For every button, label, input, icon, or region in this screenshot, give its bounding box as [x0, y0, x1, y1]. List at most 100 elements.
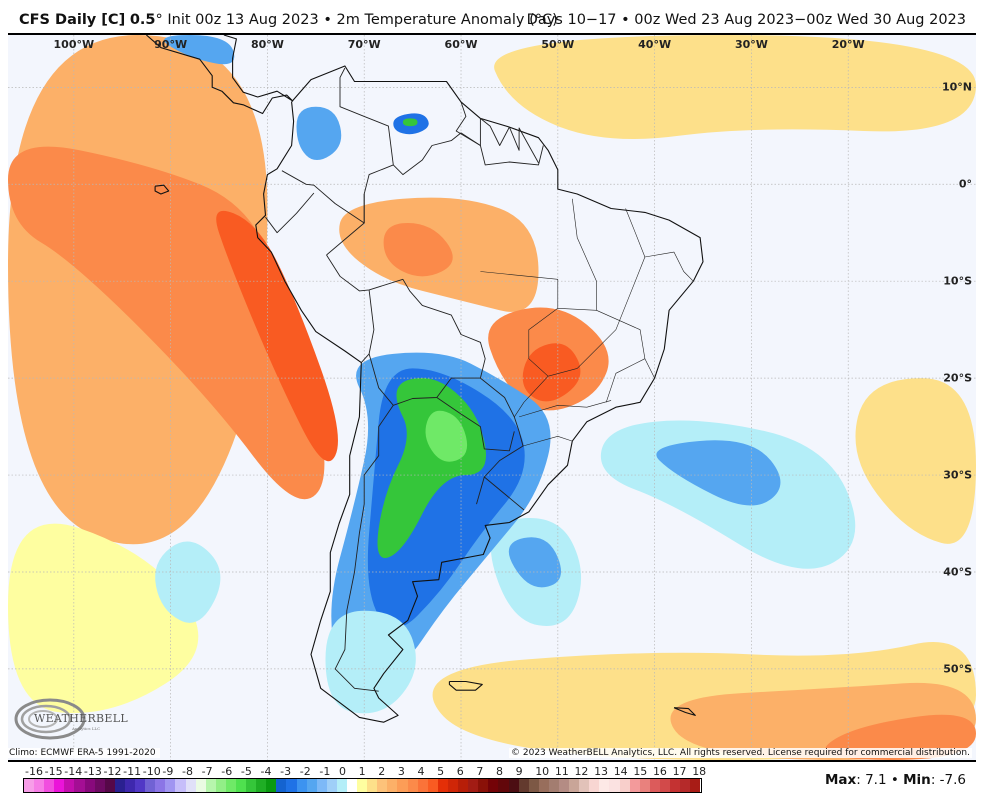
border-brazil-states-7	[522, 436, 573, 447]
legend-tick-label: -6	[221, 765, 233, 778]
graticule	[8, 35, 976, 760]
legend-swatch	[316, 779, 327, 792]
legend-swatch	[609, 779, 620, 792]
legend-swatch	[659, 779, 670, 792]
legend-tick-label: -2	[299, 765, 311, 778]
legend-swatch	[54, 779, 65, 792]
anomaly-region-chaco-core-green	[425, 410, 468, 462]
legend-swatch	[458, 779, 469, 792]
legend-colorbar	[23, 778, 702, 793]
legend-tick-label: 6	[456, 765, 464, 778]
legend-swatch	[286, 779, 297, 792]
legend-tick-label: 7	[476, 765, 484, 778]
latitude-label: 10°S	[943, 274, 972, 288]
legend-swatch	[225, 779, 236, 792]
legend-swatch	[417, 779, 428, 792]
weatherbell-logo: WEATHERBELL Analytics LLC	[12, 695, 128, 741]
legend-swatch	[266, 779, 277, 792]
legend-swatch	[306, 779, 317, 792]
stats-separator: •	[890, 772, 899, 788]
border-brazil-states-3	[596, 310, 655, 379]
legend-tick-label: 14	[613, 765, 628, 778]
legend-swatch	[235, 779, 247, 792]
climo-credit: Climo: ECMWF ERA-5 1991-2020	[8, 748, 160, 758]
legend-swatch	[336, 779, 347, 792]
max-label: Max	[824, 772, 857, 788]
legend-swatch	[215, 779, 226, 792]
title-left: CFS Daily [C] 0.5° Init 00z 13 Aug 2023 …	[19, 12, 558, 28]
legend-swatch	[195, 779, 206, 792]
anomaly-region-brazil-central-hot	[522, 343, 581, 402]
legend-swatch	[690, 779, 701, 792]
anomaly-region-amazon-warmer	[383, 223, 453, 277]
border-peru-bolivia-chile	[360, 289, 375, 363]
anomaly-region-peru-coast-hot	[216, 210, 338, 462]
legend-swatch	[468, 779, 479, 792]
anomaly-region-venezuela-green-spot	[402, 118, 418, 127]
legend-swatch	[34, 779, 45, 792]
longitude-label: 70°W	[347, 38, 381, 51]
legend-tick-label: -11	[123, 765, 142, 778]
border-brazil-north	[326, 132, 544, 256]
legend-swatch	[155, 779, 166, 792]
longitude-label: 60°W	[444, 38, 478, 51]
legend-swatch	[357, 779, 368, 792]
max-value: 7.1	[865, 772, 887, 788]
footer-divider	[8, 760, 976, 762]
legend-tick-label: 13	[594, 765, 609, 778]
legend-tick-label: 4	[417, 765, 425, 778]
latitude-label: 30°S	[943, 468, 972, 482]
legend-swatch	[377, 779, 388, 792]
longitude-label: 20°W	[831, 38, 865, 51]
latitude-label: 0°	[958, 177, 972, 191]
legend-swatch	[185, 779, 196, 792]
coastline-central-america	[146, 35, 294, 115]
legend-swatch	[135, 779, 146, 792]
legend-swatch	[548, 779, 559, 792]
border-uruguay	[476, 476, 485, 505]
border-paraguay	[436, 397, 515, 452]
legend-tick-label: -15	[44, 765, 63, 778]
legend-tick-label: -10	[142, 765, 161, 778]
anomaly-region-south-pacific-neutral	[8, 711, 163, 760]
legend-tick-label: 15	[633, 765, 648, 778]
init-time: Init 00z 13 Aug 2023	[167, 12, 319, 28]
border-colombia-peru-ecuador	[281, 170, 365, 224]
legend-swatch	[387, 779, 398, 792]
legend-swatch	[246, 779, 257, 792]
legend-swatch	[347, 779, 358, 792]
coastline-south-georgia	[673, 707, 696, 716]
legend-tick-label: 2	[378, 765, 386, 778]
legend-tick-label: 12	[574, 765, 589, 778]
legend-swatch	[24, 779, 35, 792]
legend-swatch	[64, 779, 75, 792]
legend-tick-label: -13	[83, 765, 102, 778]
max-min-stats: Max: 7.1 • Min: -7.6	[824, 772, 966, 788]
anomaly-region-atlantic-equator-neutral	[663, 164, 976, 220]
border-brazil-states-8	[519, 400, 612, 418]
anomaly-region-northeast-brazil-neutral	[581, 213, 700, 330]
coastline-galapagos	[154, 184, 170, 195]
legend-swatch	[508, 779, 519, 792]
legend-swatch	[407, 779, 418, 792]
legend-swatch	[680, 779, 691, 792]
legend-swatch	[205, 779, 216, 792]
anomaly-region-atlantic-north-warm	[494, 35, 976, 140]
legend-tick-label: 3	[397, 765, 405, 778]
anomaly-region-south-pacific-mild	[8, 523, 199, 714]
longitude-label: 40°W	[638, 38, 672, 51]
legend-tick-label: -4	[260, 765, 272, 778]
anomaly-map: 100°W 90°W 80°W 70°W 60°W 50°W 40°W 30°W 20°W 10…	[8, 35, 976, 760]
legend-swatch	[639, 779, 650, 792]
legend-swatch	[104, 779, 115, 792]
legend-tick-label: -7	[201, 765, 213, 778]
legend-swatch	[296, 779, 307, 792]
border-ecuador-peru	[265, 192, 315, 234]
model-name: CFS Daily [C]	[19, 12, 126, 28]
legend-tick-label: 18	[692, 765, 707, 778]
title-separator: •	[323, 12, 332, 28]
color-legend: -16 -15 -14 -13 -12 -11 -10 -9 -8 -7 -6 -5 -4 -3 -2 -1 0…	[23, 763, 707, 797]
latitude-label: 10°N	[941, 80, 972, 94]
anomaly-region-argentine-sea-cooler	[508, 537, 562, 588]
longitude-label: 30°W	[734, 38, 768, 51]
